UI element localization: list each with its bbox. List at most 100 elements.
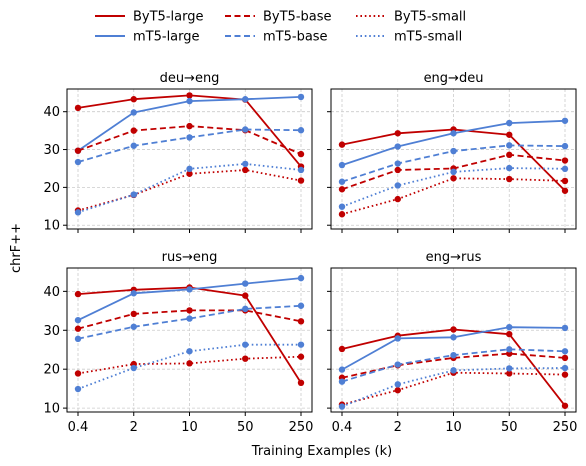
series-line bbox=[77, 309, 302, 330]
data-point bbox=[450, 326, 457, 333]
data-point bbox=[186, 307, 193, 314]
x-tick-label: 2 bbox=[130, 420, 138, 435]
data-point bbox=[186, 348, 193, 355]
x-tick-label: 2 bbox=[394, 420, 402, 435]
data-point bbox=[338, 186, 346, 193]
data-point bbox=[297, 177, 305, 184]
x-tick-label: 250 bbox=[553, 420, 578, 435]
panel-3: rus→eng 10 20 30 40 0.4 2 10 50 250 bbox=[43, 250, 313, 435]
data-point bbox=[561, 157, 569, 164]
data-point bbox=[338, 141, 346, 148]
panels: deu→eng 10 20 30 40 eng→deu rus→eng 10 20 30 40 0.4… bbox=[43, 71, 577, 435]
data-point bbox=[394, 160, 401, 167]
data-point bbox=[561, 177, 569, 185]
y-tick-label: 20 bbox=[43, 181, 60, 196]
data-point bbox=[242, 96, 249, 103]
data-point bbox=[338, 178, 346, 185]
x-tick-label: 50 bbox=[501, 420, 518, 435]
legend-label: ByT5-large bbox=[133, 10, 203, 25]
legend-label: ByT5-base bbox=[263, 10, 332, 25]
data-point bbox=[242, 305, 249, 313]
data-point bbox=[561, 364, 569, 372]
data-point bbox=[130, 127, 137, 134]
panel-title: eng→deu bbox=[424, 71, 484, 86]
data-point bbox=[297, 150, 305, 158]
data-point bbox=[130, 142, 137, 149]
x-axis-label: Training Examples (k) bbox=[251, 444, 392, 459]
data-point bbox=[74, 370, 82, 377]
data-point bbox=[186, 165, 193, 173]
data-point bbox=[506, 151, 513, 159]
data-point bbox=[506, 346, 513, 353]
data-point bbox=[242, 126, 249, 133]
data-point bbox=[394, 130, 401, 137]
data-point bbox=[186, 122, 193, 130]
data-point bbox=[394, 195, 401, 203]
data-point bbox=[394, 166, 401, 174]
series-line bbox=[77, 343, 301, 390]
legend-label: ByT5-small bbox=[394, 10, 466, 25]
data-point bbox=[338, 203, 346, 210]
y-tick-label: 30 bbox=[43, 143, 60, 158]
data-point bbox=[130, 191, 137, 198]
data-point bbox=[297, 353, 305, 360]
data-point bbox=[561, 142, 569, 150]
data-point bbox=[506, 131, 513, 138]
data-point bbox=[450, 367, 457, 374]
data-point bbox=[74, 325, 82, 332]
x-tick-label: 0.4 bbox=[332, 420, 353, 435]
data-point bbox=[74, 335, 82, 343]
data-point bbox=[74, 385, 82, 393]
data-point bbox=[242, 280, 249, 287]
y-tick-label: 30 bbox=[43, 324, 60, 339]
data-point bbox=[506, 323, 513, 331]
data-point bbox=[506, 164, 513, 172]
x-tick-label: 0.4 bbox=[68, 420, 89, 435]
data-point bbox=[130, 310, 137, 318]
data-point bbox=[506, 365, 513, 372]
panel-title: deu→eng bbox=[160, 71, 220, 86]
data-point bbox=[297, 302, 305, 309]
panel-title: eng→rus bbox=[426, 250, 482, 265]
data-point bbox=[506, 142, 513, 149]
data-point bbox=[130, 290, 137, 297]
data-point bbox=[186, 315, 193, 322]
data-point bbox=[338, 211, 346, 218]
legend-label: mT5-base bbox=[263, 30, 328, 45]
data-point bbox=[450, 130, 457, 137]
data-point bbox=[242, 160, 249, 168]
y-tick-label: 40 bbox=[43, 105, 60, 120]
data-point bbox=[74, 104, 82, 112]
data-point bbox=[561, 165, 569, 173]
data-point bbox=[450, 147, 457, 155]
data-point bbox=[338, 378, 346, 385]
data-point bbox=[297, 166, 305, 174]
data-point bbox=[130, 323, 137, 330]
data-point bbox=[74, 158, 82, 166]
data-point bbox=[561, 371, 569, 378]
data-point bbox=[186, 286, 193, 293]
data-point bbox=[186, 92, 193, 99]
data-point bbox=[561, 117, 569, 124]
data-point bbox=[74, 209, 82, 216]
series-line bbox=[341, 367, 566, 408]
series-line bbox=[77, 304, 302, 340]
data-point bbox=[450, 334, 457, 341]
data-point bbox=[242, 292, 249, 299]
data-point bbox=[186, 170, 193, 177]
data-point bbox=[561, 354, 569, 362]
y-tick-label: 20 bbox=[43, 363, 60, 378]
data-point bbox=[130, 364, 137, 372]
data-point bbox=[506, 330, 513, 338]
data-point bbox=[338, 345, 346, 353]
data-point bbox=[130, 109, 137, 116]
data-point bbox=[186, 134, 193, 141]
x-tick-label: 50 bbox=[237, 420, 254, 435]
x-tick-label: 250 bbox=[289, 420, 314, 435]
data-point bbox=[506, 119, 513, 127]
data-point bbox=[297, 318, 305, 325]
data-point bbox=[74, 316, 82, 324]
y-axis-label: chrF++ bbox=[9, 223, 24, 273]
data-point bbox=[242, 166, 249, 174]
